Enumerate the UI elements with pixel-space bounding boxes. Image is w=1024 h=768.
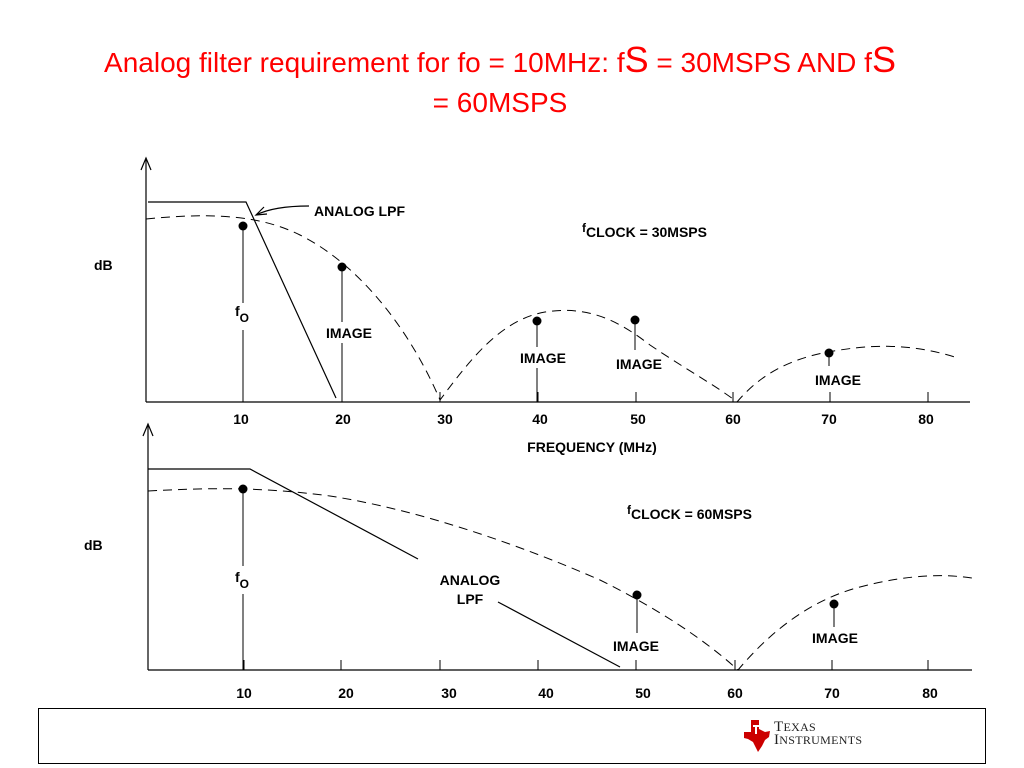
- bottom-tick-label: 10: [236, 685, 252, 701]
- top-sinc-envelope: [145, 215, 959, 403]
- bottom-lpf-label-line1: ANALOG: [440, 572, 501, 588]
- top-y-arrow: [140, 156, 152, 171]
- title-part2: = 30MSPS AND f: [648, 47, 872, 78]
- bottom-tick-label: 80: [922, 685, 938, 701]
- top-image-label: IMAGE: [815, 372, 861, 388]
- texas-state-icon: [744, 720, 770, 752]
- bottom-chart: 10 20 30 40 50 60 70 80 dB ANALOG LPF fO…: [84, 422, 973, 701]
- bottom-tick-label: 60: [727, 685, 743, 701]
- top-image-label: IMAGE: [616, 356, 662, 372]
- top-tick-label: 60: [725, 411, 741, 427]
- top-clock-label: fCLOCK = 30MSPS: [582, 221, 707, 240]
- top-tick-label: 50: [630, 411, 646, 427]
- top-image-dot: [824, 348, 834, 358]
- top-image-dot: [337, 262, 347, 272]
- bottom-lpf-label-line2: LPF: [457, 591, 484, 607]
- top-tick-label: 30: [437, 411, 453, 427]
- top-image-label: IMAGE: [326, 325, 372, 341]
- bottom-x-ticks: [243, 660, 929, 670]
- bottom-clock-label: fCLOCK = 60MSPS: [627, 503, 752, 522]
- slide-title: Analog filter requirement for fo = 10MHz…: [0, 40, 1000, 123]
- top-tick-label: 10: [233, 411, 249, 427]
- bottom-tick-label: 70: [824, 685, 840, 701]
- top-lpf-label: ANALOG LPF: [314, 203, 405, 219]
- bottom-image-dot: [632, 590, 642, 600]
- bottom-tick-label: 50: [635, 685, 651, 701]
- bottom-fo-dot: [238, 484, 248, 494]
- bottom-tick-labels: 10 20 30 40 50 60 70 80: [236, 685, 938, 701]
- title-part3: = 60MSPS: [432, 87, 568, 118]
- bottom-tick-label: 30: [441, 685, 457, 701]
- top-tick-label: 20: [335, 411, 351, 427]
- top-fo-dot: [238, 221, 248, 231]
- bottom-tick-label: 40: [538, 685, 554, 701]
- top-tick-label: 40: [532, 411, 548, 427]
- footer-box: [38, 708, 986, 764]
- top-y-axis-label: dB: [94, 257, 113, 273]
- top-chart: 10 20 30 40 50 60 70 80 FREQUENCY (MHz) …: [94, 156, 970, 455]
- top-tick-labels: 10 20 30 40 50 60 70 80: [233, 411, 934, 427]
- bottom-fo-label: fO: [235, 569, 249, 591]
- top-analog-lpf-curve: [148, 201, 337, 399]
- title-sub1: S: [624, 39, 649, 80]
- top-lpf-pointer-arrow: [254, 206, 268, 216]
- bottom-image-dot: [829, 599, 839, 609]
- bottom-lpf-pointer: [497, 601, 621, 668]
- bottom-image-label: IMAGE: [613, 638, 659, 654]
- top-lpf-pointer: [255, 205, 310, 216]
- bottom-sinc-envelope: [147, 488, 973, 671]
- top-image-dot: [532, 316, 542, 326]
- top-tick-label: 70: [821, 411, 837, 427]
- top-x-axis-label: FREQUENCY (MHz): [527, 439, 657, 455]
- bottom-image-label: IMAGE: [812, 630, 858, 646]
- texas-instruments-logo: TEXAS INSTRUMENTS: [742, 718, 882, 758]
- title-part1: Analog filter requirement for fo = 10MHz…: [104, 47, 625, 78]
- bottom-y-axis-label: dB: [84, 537, 103, 553]
- bottom-tick-label: 20: [338, 685, 354, 701]
- top-tick-label: 80: [918, 411, 934, 427]
- bottom-y-arrow: [142, 422, 154, 437]
- top-image-dot: [630, 315, 640, 325]
- top-fo-label: fO: [235, 303, 249, 325]
- logo-wordmark: TEXAS INSTRUMENTS: [774, 719, 863, 748]
- top-image-label: IMAGE: [520, 350, 566, 366]
- bottom-analog-lpf-curve: [148, 468, 419, 560]
- top-x-ticks: [242, 392, 929, 402]
- title-sub2: S: [871, 39, 896, 80]
